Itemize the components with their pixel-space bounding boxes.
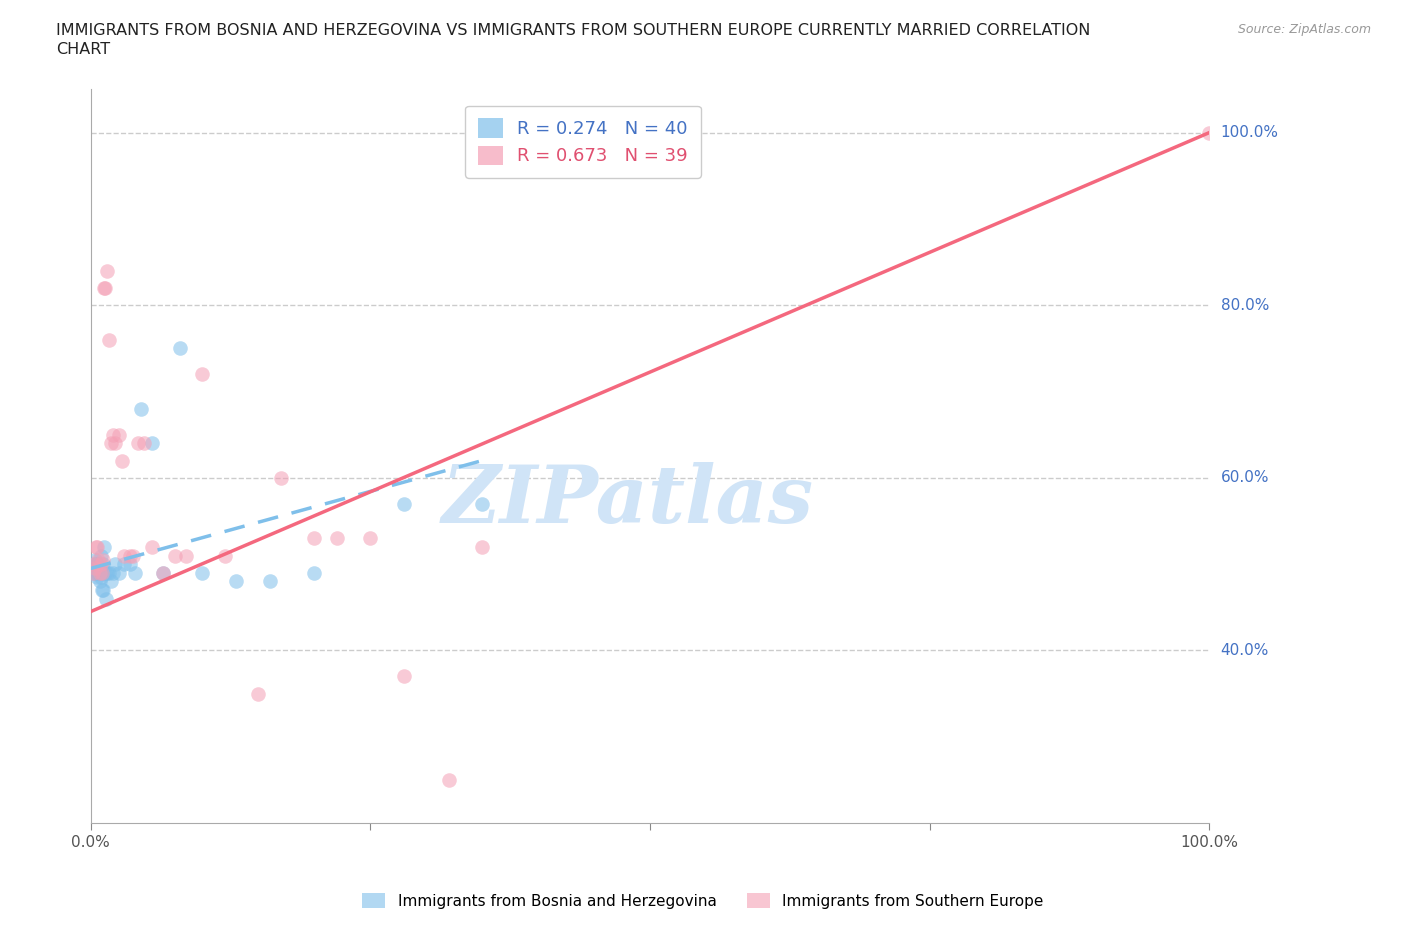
Point — [93, 539, 115, 554]
Point — [86, 561, 108, 576]
Text: ZIPatlas: ZIPatlas — [441, 461, 814, 539]
Point — [86, 570, 108, 585]
Point — [359, 531, 381, 546]
Text: Source: ZipAtlas.com: Source: ZipAtlas.com — [1237, 23, 1371, 36]
Point — [152, 565, 174, 580]
Point — [118, 557, 141, 572]
Text: CHART: CHART — [56, 42, 110, 57]
Point — [259, 574, 281, 589]
Point — [104, 436, 127, 451]
Point — [86, 539, 108, 554]
Point — [100, 436, 122, 451]
Point — [112, 548, 135, 563]
Point — [97, 332, 120, 347]
Point — [141, 539, 163, 554]
Point — [225, 574, 247, 589]
Point — [392, 669, 415, 684]
Point — [134, 436, 156, 451]
Point — [124, 565, 146, 580]
Point — [127, 436, 149, 451]
Point — [152, 565, 174, 580]
Point — [91, 552, 114, 567]
Point — [107, 427, 129, 442]
Point — [89, 565, 111, 580]
Point — [83, 557, 105, 572]
Point — [326, 531, 349, 546]
Point — [96, 565, 118, 580]
Point — [163, 548, 186, 563]
Point — [101, 427, 124, 442]
Point — [101, 565, 124, 580]
Point — [87, 565, 110, 580]
Text: 60.0%: 60.0% — [1220, 471, 1270, 485]
Point — [96, 263, 118, 278]
Point — [392, 497, 415, 512]
Point — [247, 686, 270, 701]
Point — [112, 557, 135, 572]
Point — [191, 366, 214, 381]
Point — [84, 561, 107, 576]
Point — [91, 582, 114, 597]
Point — [84, 561, 107, 576]
Point — [270, 471, 292, 485]
Point — [118, 548, 141, 563]
Point — [471, 497, 494, 512]
Point — [174, 548, 197, 563]
Point — [129, 402, 152, 417]
Point — [1198, 126, 1220, 140]
Point — [90, 557, 112, 572]
Point — [214, 548, 236, 563]
Point — [90, 565, 112, 580]
Point — [87, 557, 110, 572]
Point — [107, 565, 129, 580]
Legend: R = 0.274   N = 40, R = 0.673   N = 39: R = 0.274 N = 40, R = 0.673 N = 39 — [465, 106, 700, 178]
Point — [91, 557, 114, 572]
Point — [104, 557, 127, 572]
Point — [122, 548, 145, 563]
Point — [83, 557, 105, 572]
Point — [93, 281, 115, 296]
Point — [304, 531, 326, 546]
Point — [141, 436, 163, 451]
Text: 40.0%: 40.0% — [1220, 643, 1268, 658]
Point — [437, 773, 460, 788]
Point — [90, 582, 112, 597]
Point — [94, 281, 117, 296]
Point — [96, 591, 118, 606]
Point — [97, 565, 120, 580]
Point — [89, 565, 111, 580]
Point — [111, 453, 134, 468]
Text: IMMIGRANTS FROM BOSNIA AND HERZEGOVINA VS IMMIGRANTS FROM SOUTHERN EUROPE CURREN: IMMIGRANTS FROM BOSNIA AND HERZEGOVINA V… — [56, 23, 1091, 38]
Point — [90, 570, 112, 585]
Point — [84, 552, 107, 567]
Point — [90, 548, 112, 563]
Point — [82, 565, 104, 580]
Text: 80.0%: 80.0% — [1220, 298, 1268, 312]
Point — [82, 565, 104, 580]
Point — [169, 341, 191, 356]
Point — [84, 557, 107, 572]
Point — [471, 539, 494, 554]
Point — [100, 574, 122, 589]
Point — [191, 565, 214, 580]
Text: 100.0%: 100.0% — [1220, 125, 1278, 140]
Point — [304, 565, 326, 580]
Point — [89, 574, 111, 589]
Point — [94, 565, 117, 580]
Point — [87, 552, 110, 567]
Point — [90, 565, 112, 580]
Legend: Immigrants from Bosnia and Herzegovina, Immigrants from Southern Europe: Immigrants from Bosnia and Herzegovina, … — [356, 886, 1050, 915]
Point — [84, 565, 107, 580]
Point — [84, 539, 107, 554]
